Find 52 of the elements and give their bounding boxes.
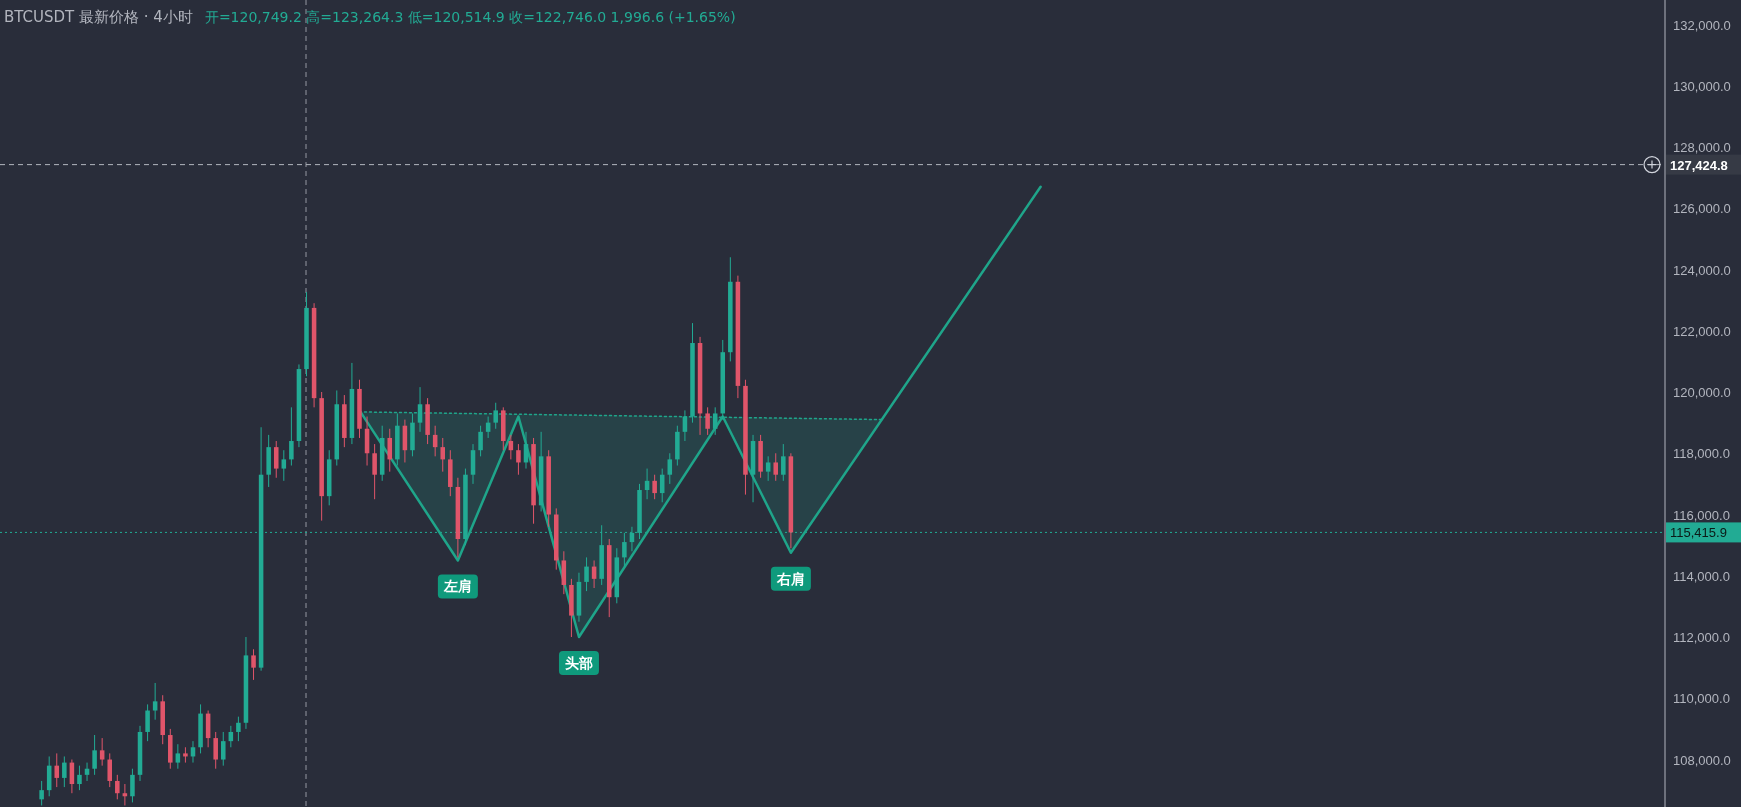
text: 开=120,749.2 高=123,264.3 低=120,514.9 收=122,746.0 1,996.6 (+1.65%) [204, 9, 736, 25]
ref-line-label: 115,415.9 [1670, 525, 1727, 541]
data-label: 右肩 [775, 570, 805, 587]
y-tick-label: 132,000.0 [1673, 17, 1731, 33]
candlestick [220, 731, 226, 767]
ref-line-label: 127,424.8 [1670, 157, 1728, 173]
candlestick [54, 752, 60, 788]
y-tick-label: 114,000.0 [1673, 568, 1730, 584]
candlestick [115, 774, 120, 800]
candlestick [705, 406, 710, 436]
candlestick [584, 556, 589, 592]
y-tick-label: 116,000.0 [1673, 507, 1730, 523]
candlestick [440, 437, 446, 473]
data-label: 头部 [564, 655, 593, 672]
candlestick [39, 780, 44, 806]
y-tick-label: 128,000.0 [1673, 140, 1731, 156]
candlestick [281, 449, 287, 482]
y-tick-label: 108,000.0 [1673, 752, 1731, 768]
candlestick [781, 443, 786, 482]
candlestick [213, 731, 218, 770]
candlestick [667, 452, 673, 485]
candlestick [289, 406, 294, 467]
candlestick [152, 682, 158, 721]
candlestick [765, 455, 771, 482]
candlestick [652, 474, 657, 500]
text: BTCUSDT 最新价格 · 4小时 [4, 8, 193, 26]
y-tick-label: 122,000.0 [1673, 323, 1731, 339]
candlestick [251, 648, 256, 681]
y-tick-label: 118,000.0 [1673, 446, 1730, 462]
candlestick [130, 768, 135, 803]
candlestick [516, 443, 521, 476]
candlestick [273, 440, 279, 479]
candlestick [99, 737, 105, 767]
data-label: 左肩 [442, 578, 472, 595]
y-tick-label: 124,000.0 [1673, 262, 1731, 278]
candlestick [62, 755, 67, 788]
candlestick [175, 743, 181, 770]
y-tick-label: 120,000.0 [1673, 385, 1731, 401]
candlestick [372, 443, 377, 500]
candlestick [145, 703, 150, 742]
candlestick [236, 716, 241, 742]
y-tick-label: 126,000.0 [1673, 201, 1731, 217]
candlestick [387, 428, 393, 473]
y-tick-label: 130,000.0 [1673, 78, 1731, 94]
y-tick-label: 110,000.0 [1673, 691, 1730, 707]
candlestick [107, 752, 113, 788]
candlestick [622, 532, 627, 568]
y-tick-label: 112,000.0 [1673, 630, 1730, 646]
candlestick [773, 452, 779, 482]
candlestick [77, 765, 82, 791]
candlestick [92, 734, 97, 776]
candlestick [478, 425, 483, 457]
